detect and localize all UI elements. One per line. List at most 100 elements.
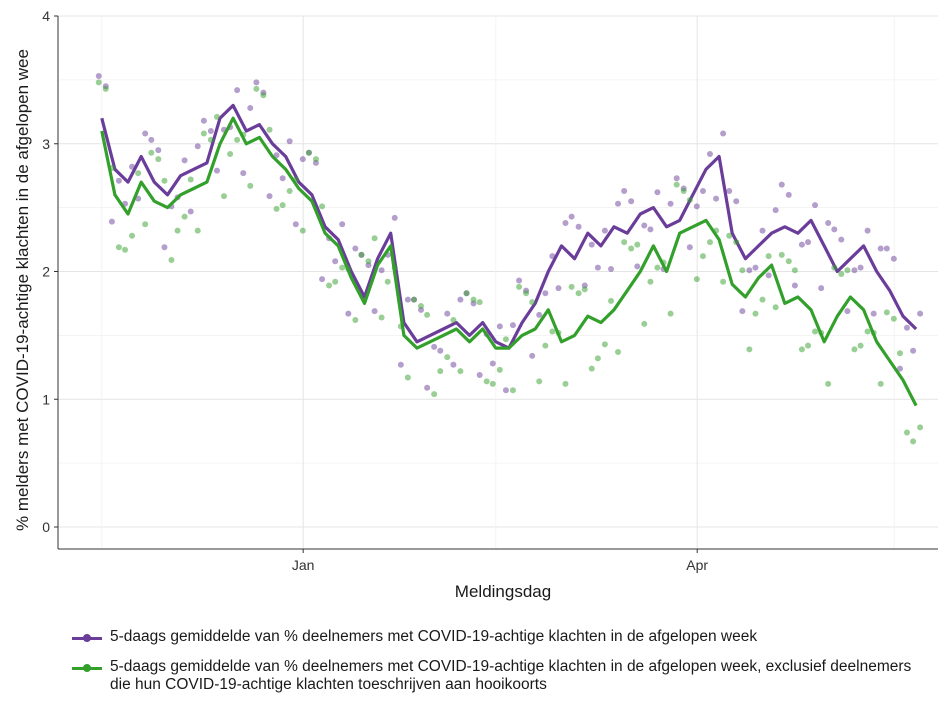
data-point [339, 264, 346, 271]
data-point [844, 308, 851, 315]
data-point [752, 310, 759, 317]
data-point [312, 156, 319, 163]
data-point [890, 255, 897, 262]
data-point [903, 429, 910, 436]
x-tick-label: Jan [292, 557, 315, 573]
data-point [594, 355, 601, 362]
data-point [634, 263, 641, 270]
y-axis: 0 1 2 3 4 [42, 8, 58, 535]
data-point [444, 310, 451, 317]
data-point [95, 73, 102, 80]
data-point [155, 147, 162, 154]
data-point [746, 267, 753, 274]
series-line [100, 103, 918, 350]
data-point [628, 245, 635, 252]
data-point [122, 246, 129, 253]
data-point [523, 290, 530, 297]
data-point [496, 366, 503, 373]
data-point [667, 200, 674, 207]
data-point [411, 296, 418, 303]
data-point [621, 239, 628, 246]
legend-item-excl-hayfever: 5-daags gemiddelde van % deelnemers met … [72, 658, 932, 694]
data-point [194, 143, 201, 150]
data-point [378, 314, 385, 321]
legend: 5-daags gemiddelde van % deelnemers met … [72, 628, 932, 704]
data-point [686, 196, 693, 203]
x-tick-label: Apr [686, 557, 708, 573]
data-point [326, 282, 333, 289]
data-point [319, 276, 326, 283]
y-tick-label: 0 [42, 519, 50, 535]
series-group [95, 73, 924, 445]
data-point [608, 265, 615, 272]
data-point [207, 136, 214, 143]
data-point [575, 223, 582, 230]
legend-item-all: 5-daags gemiddelde van % deelnemers met … [72, 628, 932, 648]
data-point [260, 92, 267, 99]
data-point [227, 150, 234, 157]
data-point [647, 278, 654, 285]
data-point [706, 239, 713, 246]
data-point [844, 267, 851, 274]
data-point [883, 245, 890, 252]
data-point [292, 221, 299, 228]
data-point [562, 380, 569, 387]
data-point [115, 244, 122, 251]
data-point [352, 317, 359, 324]
data-point [831, 226, 838, 233]
data-point [798, 346, 805, 353]
data-point [825, 219, 832, 226]
data-point [115, 177, 122, 184]
data-point [371, 308, 378, 315]
data-point [864, 227, 871, 234]
data-point [601, 227, 608, 234]
data-point [720, 130, 727, 137]
data-point [720, 278, 727, 285]
data-point [187, 208, 194, 215]
y-tick-label: 4 [42, 8, 50, 24]
data-point [838, 236, 845, 243]
data-point [444, 354, 451, 361]
data-point [181, 213, 188, 220]
data-point [207, 127, 214, 134]
data-point [615, 348, 622, 355]
data-point [365, 258, 372, 265]
data-point [864, 328, 871, 335]
data-point [424, 311, 431, 318]
legend-label-excl-hayfever: 5-daags gemiddelde van % deelnemers met … [110, 658, 912, 693]
data-point [910, 347, 917, 354]
data-point [713, 195, 720, 202]
data-point [791, 267, 798, 274]
data-point [536, 311, 543, 318]
data-point [509, 387, 516, 394]
data-point [575, 290, 582, 297]
data-point [161, 177, 168, 184]
y-tick-label: 2 [42, 264, 50, 280]
data-point [509, 322, 516, 329]
data-point [733, 239, 740, 246]
data-point [536, 378, 543, 385]
data-point [594, 264, 601, 271]
data-point [424, 384, 431, 391]
data-point [739, 308, 746, 315]
data-point [542, 342, 549, 349]
data-point [529, 299, 536, 306]
data-point [555, 285, 562, 292]
data-point [470, 296, 477, 303]
data-point [542, 290, 549, 297]
data-point [634, 241, 641, 248]
data-point [877, 245, 884, 252]
legend-swatch-green [72, 658, 102, 678]
data-point [161, 244, 168, 251]
axis-frame [57, 16, 938, 550]
data-point [765, 253, 772, 260]
data-point [247, 104, 254, 111]
data-point [917, 424, 924, 431]
data-point [778, 251, 785, 258]
data-point [108, 218, 115, 225]
data-point [129, 232, 136, 239]
data-point [890, 315, 897, 322]
data-point [240, 170, 247, 177]
data-point [641, 222, 648, 229]
data-point [516, 277, 523, 284]
